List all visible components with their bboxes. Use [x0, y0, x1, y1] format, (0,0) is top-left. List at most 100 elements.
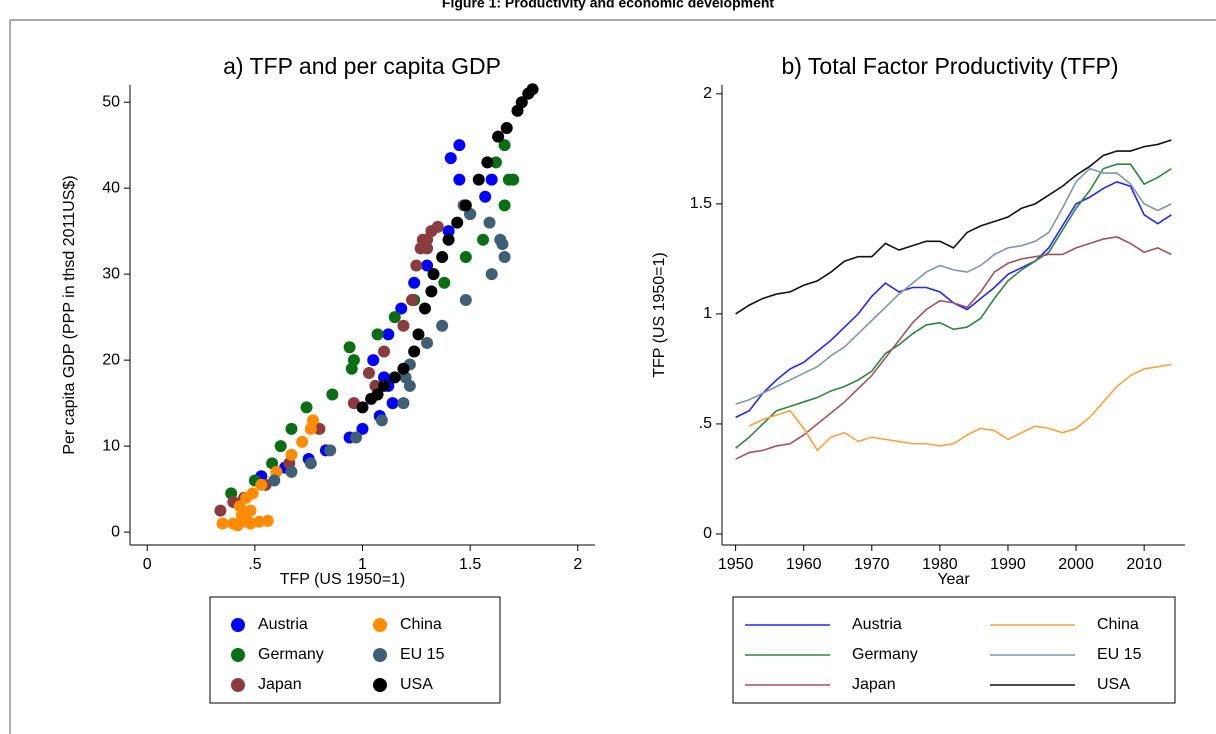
line [735, 167, 1172, 405]
scatter-point [444, 152, 457, 165]
scatter-point [483, 216, 496, 229]
scatter-point [397, 362, 410, 375]
scatter-point [253, 515, 266, 528]
scatter-point [459, 250, 472, 263]
scatter-point [479, 190, 492, 203]
y-tick-label: 2 [703, 85, 712, 102]
y-tick-label: 50 [102, 93, 120, 110]
scatter-point [397, 397, 410, 410]
scatter-point [326, 388, 339, 401]
x-tick-label: 1 [358, 556, 367, 573]
x-tick-label: 2010 [1126, 556, 1162, 573]
x-tick-label: 1960 [786, 556, 822, 573]
scatter-point [442, 225, 455, 238]
scatter-point [285, 422, 298, 435]
scatter-point [453, 173, 466, 186]
scatter-point [356, 401, 369, 414]
legend-label: Germany [852, 646, 918, 663]
scatter-point [397, 319, 410, 332]
scatter-point [382, 328, 395, 341]
legend-marker [231, 618, 245, 632]
scatter-point [246, 487, 259, 500]
scatter-point [362, 367, 375, 380]
scatter-point [498, 250, 511, 263]
scatter-point [231, 519, 244, 532]
y-tick-label: 1 [703, 305, 712, 322]
scatter-point [300, 401, 313, 414]
scatter-point [459, 293, 472, 306]
scatter-point [306, 414, 319, 427]
scatter-point [371, 328, 384, 341]
legend-label: Japan [852, 676, 896, 693]
scatter-point [388, 311, 401, 324]
figure-title: Figure 1: Productivity and economic deve… [442, 0, 775, 11]
x-tick-label: 2000 [1058, 556, 1094, 573]
scatter-point [451, 216, 464, 229]
scatter-point [406, 293, 419, 306]
scatter-point [408, 276, 421, 289]
x-tick-label: 1950 [718, 556, 754, 573]
legend-label: Austria [258, 616, 308, 633]
scatter-point [410, 259, 423, 272]
scatter-point [453, 139, 466, 152]
legend-marker [373, 648, 387, 662]
legend-label: China [1097, 616, 1139, 633]
scatter-point [425, 285, 438, 298]
y-tick-label: 40 [102, 179, 120, 196]
scatter-point [261, 514, 274, 527]
scatter-point [255, 478, 268, 491]
legend-box [732, 596, 1176, 704]
legend-label: EU 15 [1097, 646, 1142, 663]
scatter-point [500, 121, 513, 134]
scatter-point [459, 199, 472, 212]
scatter-point [343, 341, 356, 354]
line [735, 139, 1172, 315]
x-tick-label: .5 [248, 556, 261, 573]
scatter-point [489, 156, 502, 169]
scatter-point [285, 465, 298, 478]
scatter-point [233, 500, 246, 513]
chart-title: a) TFP and per capita GDP [223, 53, 501, 79]
scatter-point [214, 504, 227, 517]
x-tick-label: 1970 [854, 556, 890, 573]
scatter-point [378, 379, 391, 392]
scatter-point [485, 268, 498, 281]
y-tick-label: 0 [703, 525, 712, 542]
line [735, 236, 1172, 460]
scatter-point [244, 504, 257, 517]
scatter-point [408, 345, 421, 358]
scatter-point [386, 397, 399, 410]
legend-label: Japan [258, 676, 302, 693]
legend-marker [373, 618, 387, 632]
scatter-point [515, 96, 528, 109]
scatter-point [418, 302, 431, 315]
scatter-point [285, 448, 298, 461]
scatter-point [395, 302, 408, 315]
line [748, 363, 1172, 452]
legend-label: Austria [852, 616, 902, 633]
scatter-point [388, 371, 401, 384]
x-tick-label: 1990 [990, 556, 1026, 573]
scatter-point [481, 156, 494, 169]
legend-marker [231, 648, 245, 662]
x-tick-label: 1.5 [459, 556, 481, 573]
legend-label: USA [400, 676, 433, 693]
y-tick-label: 10 [102, 437, 120, 454]
scatter-point [507, 173, 520, 186]
y-tick-label: 20 [102, 351, 120, 368]
scatter-point [324, 444, 337, 457]
x-tick-label: 0 [143, 556, 152, 573]
scatter-point [367, 354, 380, 367]
scatter-point [425, 225, 438, 238]
y-tick-label: 1.5 [690, 195, 712, 212]
scatter-point [477, 233, 490, 246]
legend-label: USA [1097, 676, 1130, 693]
scatter-point [436, 319, 449, 332]
scatter-point [378, 345, 391, 358]
line [735, 180, 1172, 419]
scatter-point [436, 250, 449, 263]
scatter-point [350, 431, 363, 444]
scatter-point [496, 238, 509, 251]
legend-box [209, 596, 501, 704]
